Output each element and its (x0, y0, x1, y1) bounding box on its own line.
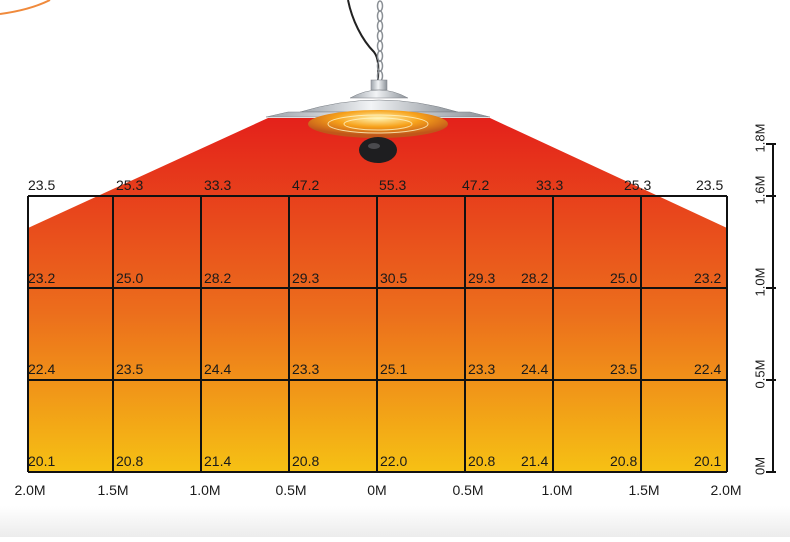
lamp-heater-icon (265, 79, 491, 163)
temperature-reading: 28.2 (521, 270, 549, 286)
temperature-reading: 33.3 (204, 177, 232, 193)
power-cable (347, 0, 380, 81)
temperature-reading: 22.4 (694, 361, 722, 377)
temperature-reading: 29.3 (292, 270, 320, 286)
temperature-reading: 23.5 (116, 361, 144, 377)
distance-label: 1.0M (541, 482, 573, 498)
hanging-chain (376, 0, 384, 82)
temperature-reading: 23.2 (694, 270, 722, 286)
temperature-reading: 33.3 (536, 177, 564, 193)
temperature-reading: 20.8 (292, 453, 320, 469)
distance-label: 1.0M (189, 482, 221, 498)
distance-label: 1.5M (97, 482, 129, 498)
height-label: 1.6M (752, 175, 768, 205)
temperature-reading: 25.3 (624, 177, 652, 193)
temperature-reading: 25.0 (116, 270, 144, 286)
height-label: 1.0M (752, 267, 768, 297)
measurement-grid (27, 195, 728, 473)
temperature-reading: 21.4 (204, 453, 232, 469)
temperature-reading: 23.5 (610, 361, 638, 377)
temperature-reading: 20.8 (610, 453, 638, 469)
temperature-reading: 24.4 (521, 361, 549, 377)
temperature-reading: 23.5 (696, 177, 724, 193)
temperature-reading: 20.1 (694, 453, 722, 469)
temperature-reading: 47.2 (292, 177, 320, 193)
corner-arc-decoration (0, 0, 51, 15)
temperature-reading: 22.0 (380, 453, 408, 469)
temperature-reading: 23.3 (468, 361, 496, 377)
temperature-reading: 25.1 (380, 361, 408, 377)
bottom-band (0, 506, 790, 537)
distance-label: 2.0M (710, 482, 742, 498)
temperature-reading: 25.0 (610, 270, 638, 286)
distance-label: 0M (367, 482, 387, 498)
temperature-reading: 20.1 (28, 453, 56, 469)
height-label: 1.8M (752, 123, 768, 153)
temperature-reading: 47.2 (462, 177, 490, 193)
temperature-reading: 20.8 (468, 453, 496, 469)
distance-label: 2.0M (14, 482, 46, 498)
height-axis (766, 143, 776, 473)
temperature-reading: 23.3 (292, 361, 320, 377)
temperature-reading: 24.4 (204, 361, 232, 377)
distance-label: 0.5M (452, 482, 484, 498)
height-label: 0.5M (752, 359, 768, 389)
temperature-reading: 55.3 (379, 177, 407, 193)
temperature-reading: 29.3 (468, 270, 496, 286)
temperature-reading: 22.4 (28, 361, 56, 377)
temperature-reading: 23.5 (28, 177, 56, 193)
height-label: 0M (752, 456, 768, 476)
temperature-reading: 23.2 (28, 270, 56, 286)
temperature-reading: 28.2 (204, 270, 232, 286)
temperature-reading: 21.4 (521, 453, 549, 469)
distance-label: 0.5M (275, 482, 307, 498)
distance-label: 1.5M (628, 482, 660, 498)
temperature-reading: 30.5 (380, 270, 408, 286)
temperature-reading: 20.8 (116, 453, 144, 469)
temperature-reading: 25.3 (116, 177, 144, 193)
